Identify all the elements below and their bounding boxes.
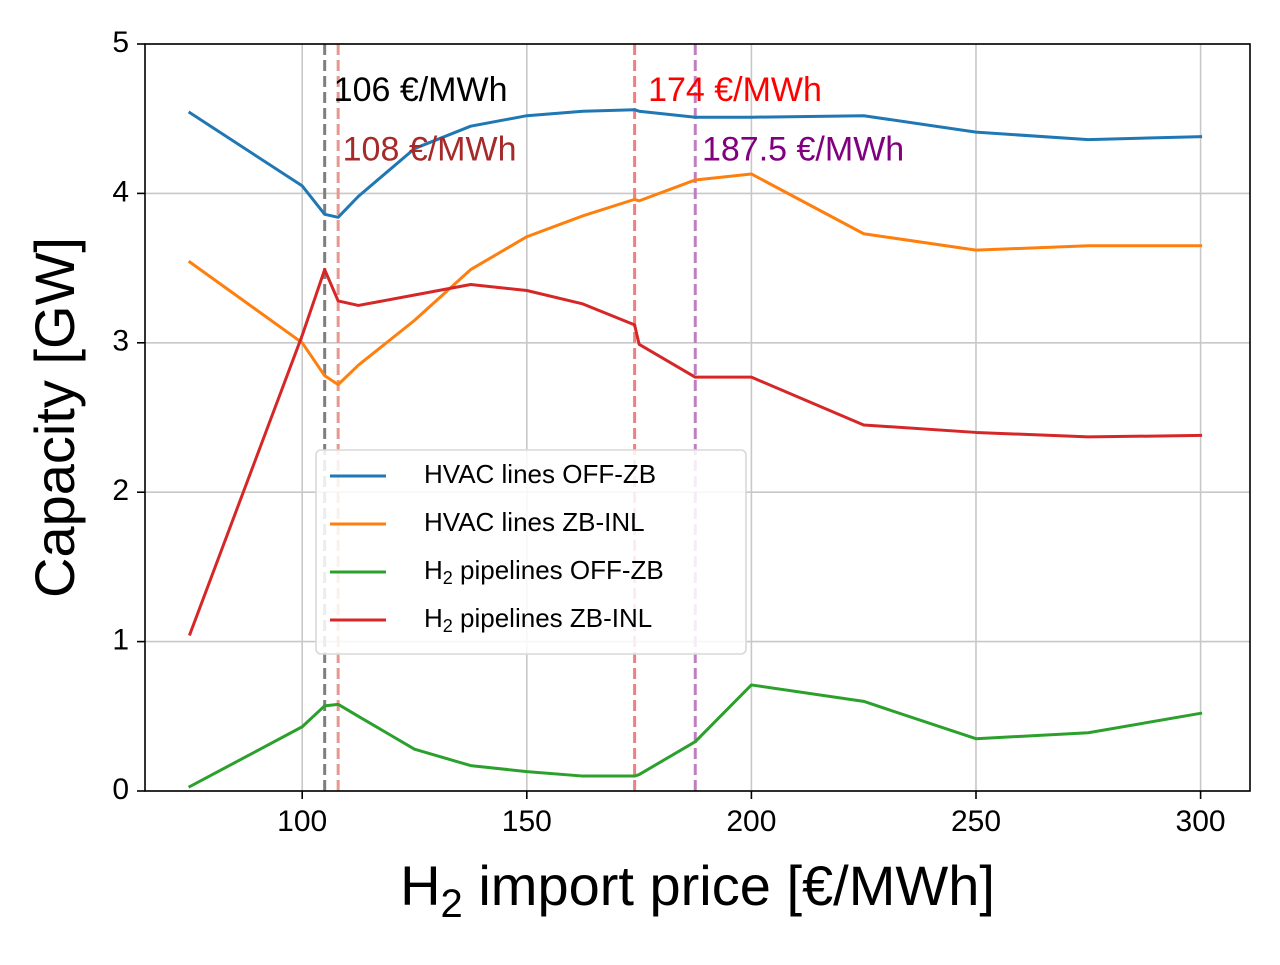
series-line-1 bbox=[187, 172, 1203, 387]
legend-label-0: HVAC lines OFF-ZB bbox=[424, 459, 656, 489]
annotation-0: 106 €/MWh bbox=[334, 71, 508, 109]
y-tick-label: 5 bbox=[112, 26, 129, 59]
series-line-0 bbox=[187, 108, 1203, 219]
x-tick-label: 150 bbox=[502, 805, 552, 838]
legend-label-1: HVAC lines ZB-INL bbox=[424, 507, 645, 537]
x-tick-label: 100 bbox=[277, 805, 327, 838]
plot-frame bbox=[144, 43, 1251, 792]
x-axis-label: H2 import price [€/MWh] bbox=[400, 854, 995, 926]
series-line-2 bbox=[187, 683, 1203, 789]
legend-label-2: H2 pipelines OFF-ZB bbox=[424, 555, 664, 588]
y-tick-label: 0 bbox=[112, 773, 129, 806]
y-axis-label: Capacity [GW] bbox=[23, 237, 86, 598]
y-tick-label: 1 bbox=[112, 624, 129, 657]
annotation-1: 108 €/MWh bbox=[343, 131, 517, 169]
legend: HVAC lines OFF-ZB HVAC lines ZB-INL H2 pip… bbox=[315, 449, 747, 655]
y-tick-label: 2 bbox=[112, 474, 129, 507]
legend-label-3: H2 pipelines ZB-INL bbox=[424, 603, 652, 636]
series-line-3 bbox=[187, 268, 1203, 637]
legend-box bbox=[315, 449, 747, 655]
annotation-3: 187.5 €/MWh bbox=[702, 131, 904, 169]
x-tick-label: 300 bbox=[1176, 805, 1226, 838]
x-tick-label: 200 bbox=[726, 805, 776, 838]
y-tick-label: 3 bbox=[112, 325, 129, 358]
y-tick-label: 4 bbox=[112, 175, 129, 208]
annotation-2: 174 €/MWh bbox=[648, 71, 822, 109]
x-tick-label: 250 bbox=[951, 805, 1001, 838]
